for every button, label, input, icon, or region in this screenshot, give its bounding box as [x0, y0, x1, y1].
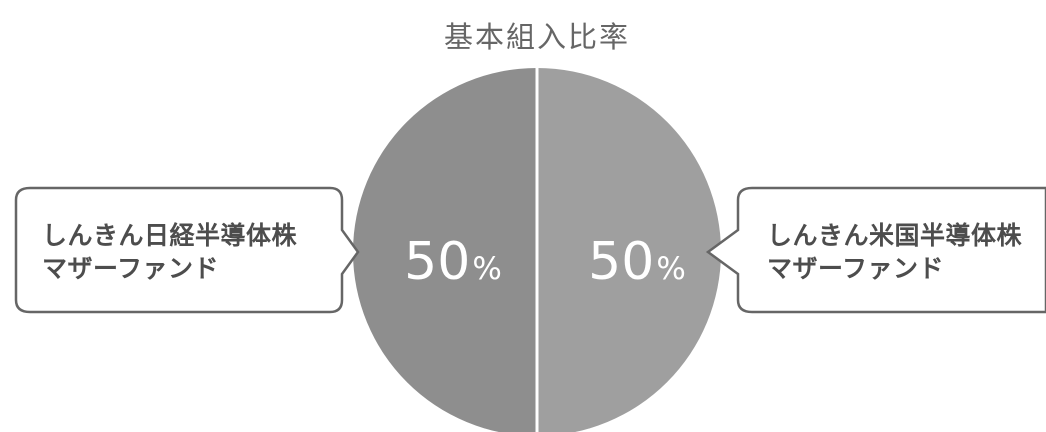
- right-slice-label-line2: マザーファンド: [767, 254, 945, 283]
- slice-value-number: 50: [404, 232, 470, 292]
- left-slice-label-line2: マザーファンド: [42, 254, 220, 283]
- slice-value-label: 50%: [404, 232, 502, 292]
- pie-slice-2: [537, 68, 721, 432]
- slice-value-number: 50: [588, 232, 654, 292]
- slice-value-label: 50%: [588, 232, 686, 292]
- right-slice-label-line1: しんきん米国半導体株: [767, 221, 1023, 250]
- left-slice-label: しんきん日経半導体株 マザーファンド: [42, 219, 297, 285]
- pie-slice-1: [353, 68, 537, 432]
- chart-title: 基本組入比率: [443, 20, 630, 54]
- left-callout-bubble: [14, 186, 360, 314]
- left-slice-label-line1: しんきん日経半導体株: [42, 221, 298, 250]
- pie-slices: [353, 68, 721, 432]
- slice-value-unit: %: [656, 251, 685, 287]
- slice-value-unit: %: [472, 251, 501, 287]
- right-callout-bubble: [705, 186, 1046, 314]
- right-slice-label: しんきん米国半導体株 マザーファンド: [767, 219, 1022, 285]
